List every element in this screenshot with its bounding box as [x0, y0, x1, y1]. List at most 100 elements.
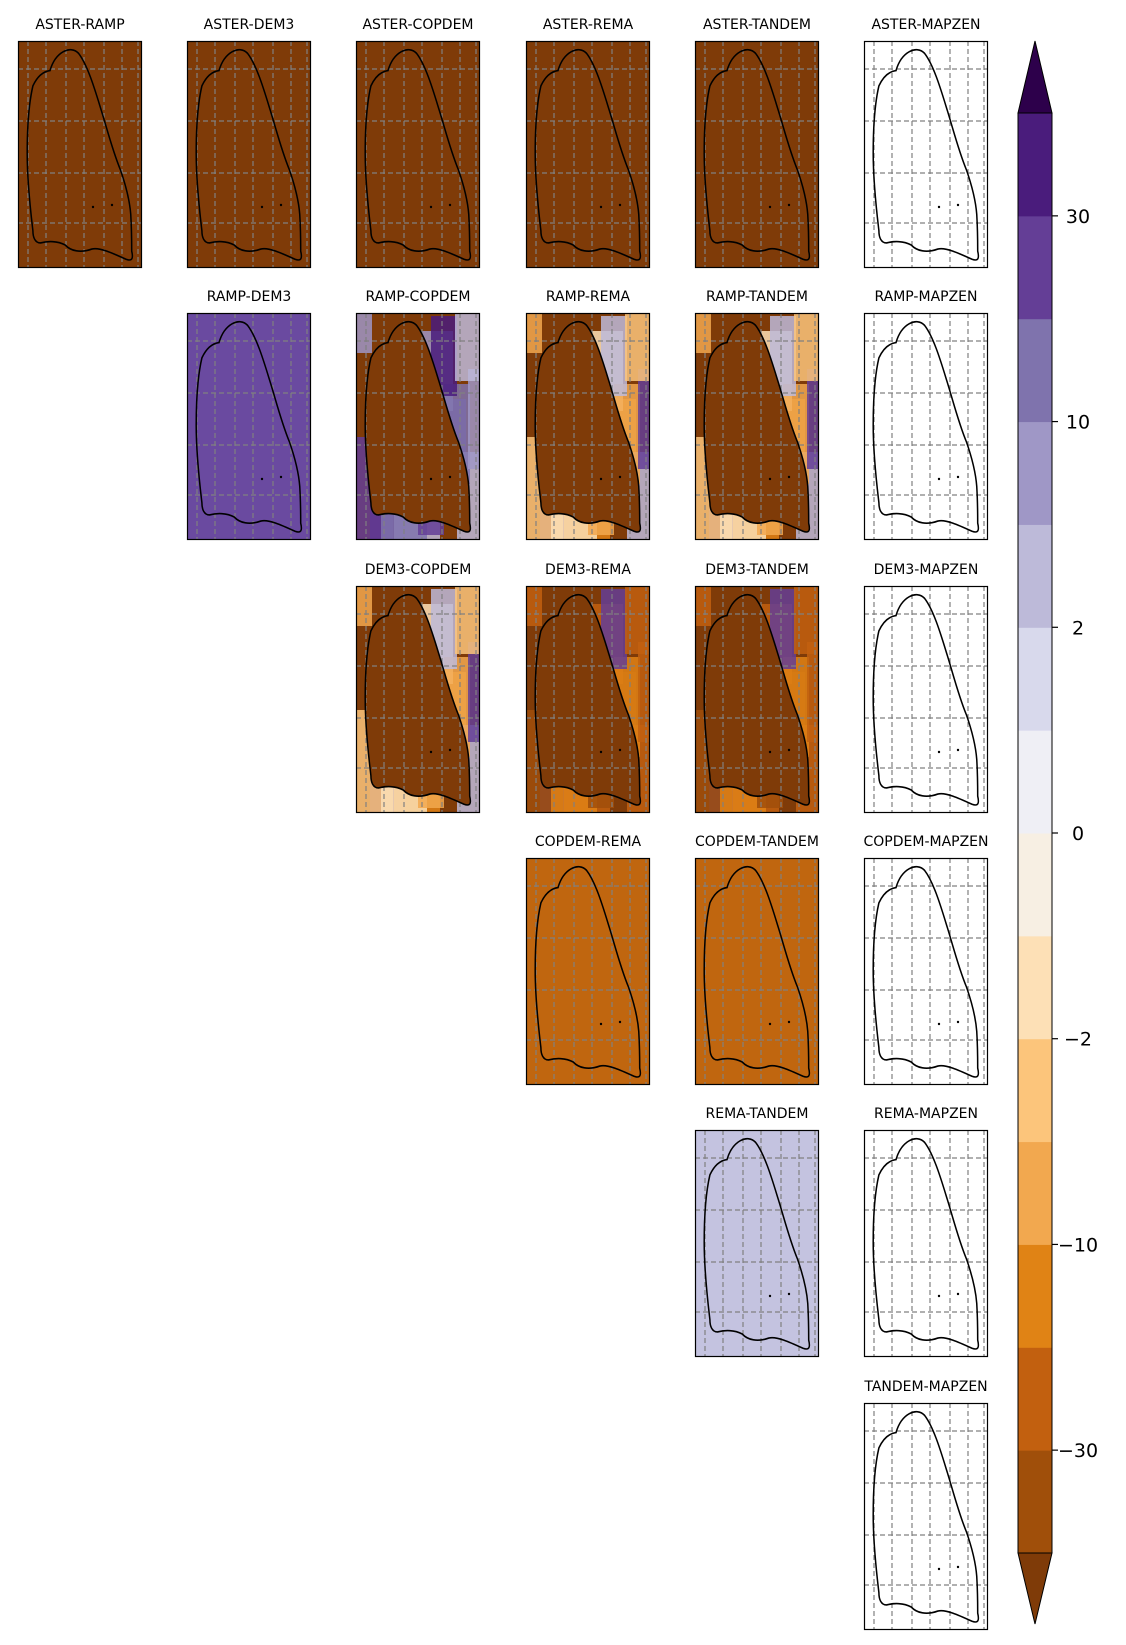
- panel-map-area: [864, 858, 988, 1085]
- islet-marker: [599, 750, 603, 754]
- panel-frame: [863, 1402, 989, 1631]
- map-panel: TANDEM-MAPZEN: [863, 1379, 989, 1631]
- difference-patch: [468, 642, 480, 742]
- panel-map-area: [864, 313, 988, 540]
- island-interior: [535, 321, 641, 533]
- islet-marker: [937, 1022, 941, 1026]
- islet-marker: [956, 1565, 960, 1569]
- panel-map-area: [864, 41, 988, 268]
- panel-frame: [525, 585, 651, 814]
- coastline: [364, 48, 472, 261]
- islet-marker: [787, 475, 791, 479]
- coastline: [872, 320, 980, 533]
- colorbar-segment: [1018, 935, 1052, 1040]
- difference-patch: [526, 586, 542, 626]
- colorbar-segment: [1018, 1450, 1052, 1554]
- islet-marker: [956, 203, 960, 207]
- map-panel: DEM3-COPDEM: [355, 562, 481, 814]
- difference-field: [356, 41, 480, 268]
- islet-marker: [956, 475, 960, 479]
- islet-marker: [937, 750, 941, 754]
- islet-marker: [618, 475, 622, 479]
- map-panel: ASTER-RAMP: [17, 17, 143, 269]
- coastline: [703, 593, 811, 806]
- panel-frame: [694, 312, 820, 541]
- panel-frame: [525, 857, 651, 1086]
- colorbar: 30 10 2 0 −2 −10 −30: [1017, 40, 1098, 1625]
- difference-field: [187, 41, 311, 268]
- map-panel: COPDEM-MAPZEN: [863, 834, 989, 1086]
- panel-title: ASTER-TANDEM: [703, 17, 811, 33]
- islet-marker: [110, 203, 114, 207]
- panel-title: ASTER-REMA: [543, 17, 634, 33]
- islet-marker: [768, 1022, 772, 1026]
- panel-title: RAMP-REMA: [546, 289, 631, 305]
- panel-title: COPDEM-REMA: [535, 834, 642, 850]
- map-panel: DEM3-MAPZEN: [863, 562, 989, 814]
- colorbar-over-extension: [1017, 40, 1053, 114]
- islet-marker: [618, 748, 622, 752]
- panel-map-area: [187, 41, 311, 268]
- panel-frame: [863, 857, 989, 1086]
- coastline: [534, 865, 642, 1078]
- map-panel: RAMP-DEM3: [186, 289, 312, 541]
- colorbar-tick-label: 10: [1066, 412, 1090, 434]
- colorbar-tick-label: 30: [1066, 206, 1090, 228]
- islet-marker: [937, 205, 941, 209]
- panel-title: REMA-MAPZEN: [874, 1106, 978, 1122]
- islet-marker: [279, 475, 283, 479]
- island-interior: [704, 594, 810, 806]
- coastline: [534, 593, 642, 806]
- islet-marker: [599, 205, 603, 209]
- colorbar-segment: [1018, 113, 1052, 217]
- map-panel: RAMP-REMA: [525, 289, 651, 541]
- coastline: [703, 320, 811, 533]
- map-panel: ASTER-COPDEM: [355, 17, 481, 269]
- coastline: [703, 1137, 811, 1350]
- difference-patch: [356, 313, 372, 353]
- islet-marker: [956, 1292, 960, 1296]
- panel-frame: [186, 40, 312, 269]
- panel-frame: [694, 1129, 820, 1358]
- colorbar-tick-label: −10: [1058, 1234, 1098, 1256]
- islet-marker: [260, 205, 264, 209]
- map-panel: ASTER-TANDEM: [694, 17, 820, 269]
- panel-map-area: [356, 586, 480, 813]
- panel-map-area: [356, 41, 480, 268]
- difference-patch: [638, 642, 650, 742]
- colorbar-segment: [1018, 730, 1052, 834]
- islet-marker: [279, 203, 283, 207]
- difference-patch: [638, 369, 650, 469]
- map-panel: ASTER-MAPZEN: [863, 17, 989, 269]
- panel-title: ASTER-COPDEM: [362, 17, 473, 33]
- panel-title: ASTER-DEM3: [204, 17, 295, 33]
- panel-frame: [863, 585, 989, 814]
- islet-marker: [91, 205, 95, 209]
- panel-map-area: [695, 1130, 819, 1357]
- difference-field: [526, 858, 650, 1085]
- panel-map-area: [526, 858, 650, 1085]
- difference-field: [695, 858, 819, 1085]
- difference-patch: [356, 586, 372, 626]
- panel-title: DEM3-MAPZEN: [874, 562, 979, 578]
- colorbar-tick-label: −30: [1058, 1440, 1098, 1462]
- colorbar-segment: [1018, 215, 1052, 320]
- difference-patch: [807, 642, 819, 742]
- coastline: [872, 865, 980, 1078]
- islet-marker: [787, 1292, 791, 1296]
- colorbar-segment: [1018, 1141, 1052, 1245]
- difference-field: [864, 858, 988, 1085]
- panel-map-area: [18, 41, 142, 268]
- island-interior: [365, 594, 471, 806]
- islet-marker: [260, 477, 264, 481]
- difference-patch: [526, 313, 542, 353]
- map-panel: RAMP-MAPZEN: [863, 289, 989, 541]
- coastline: [195, 320, 303, 533]
- map-panel: ASTER-REMA: [525, 17, 651, 269]
- coastline: [872, 593, 980, 806]
- panel-frame: [355, 585, 481, 814]
- island-interior: [535, 594, 641, 806]
- islet-marker: [937, 1567, 941, 1571]
- panel-title: DEM3-TANDEM: [705, 562, 809, 578]
